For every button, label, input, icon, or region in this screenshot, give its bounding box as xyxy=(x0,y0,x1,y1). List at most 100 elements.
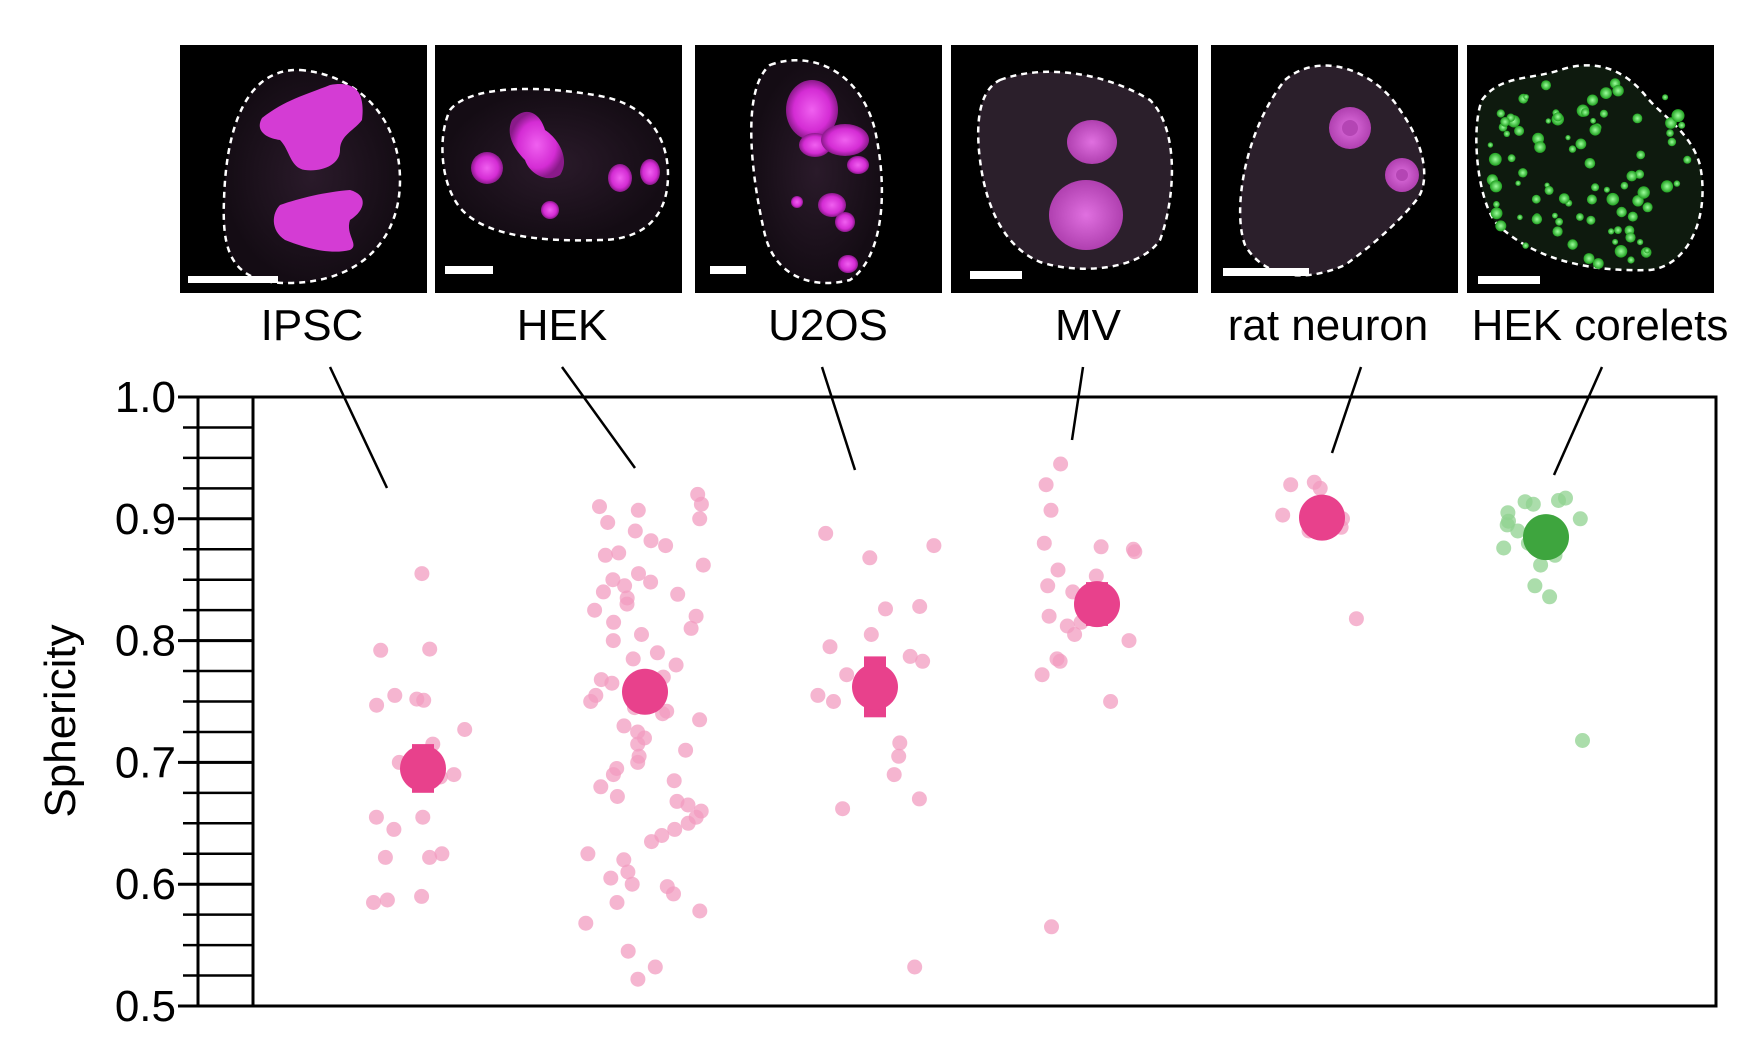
panel-ipsc xyxy=(180,45,427,293)
green-punctum xyxy=(1531,214,1543,225)
data-point xyxy=(631,566,646,582)
data-point xyxy=(1103,694,1119,709)
mean-marker-hek-corelets xyxy=(1523,514,1569,561)
data-point xyxy=(1036,535,1052,551)
data-point xyxy=(666,886,681,902)
data-point xyxy=(580,846,596,862)
category-labels: IPSC HEK U2OS MV rat neuron HEK corelets xyxy=(261,301,1729,350)
green-punctum xyxy=(1507,154,1516,163)
data-point xyxy=(1034,667,1050,683)
y-tick-label: 1.0 xyxy=(115,373,176,422)
green-punctum xyxy=(1503,130,1511,137)
green-punctum xyxy=(1616,206,1627,218)
green-punctum xyxy=(1634,169,1645,179)
data-point xyxy=(683,620,699,636)
green-punctum xyxy=(1627,211,1638,222)
y-tick-label: 0.9 xyxy=(115,495,176,544)
data-point xyxy=(366,895,381,910)
data-point xyxy=(1041,608,1057,624)
data-point xyxy=(907,959,923,975)
data-point xyxy=(624,876,640,892)
data-point xyxy=(379,892,395,908)
green-punctum xyxy=(1487,142,1494,148)
green-punctum xyxy=(1522,242,1529,249)
data-point xyxy=(1088,568,1104,584)
data-point xyxy=(1525,496,1541,512)
mean-marker-rat-neuron xyxy=(1299,494,1345,541)
category-label-mv: MV xyxy=(1055,301,1122,350)
green-punctum xyxy=(1514,125,1525,136)
green-punctum xyxy=(1493,201,1500,208)
green-punctum xyxy=(1644,247,1650,254)
green-punctum xyxy=(1683,155,1692,164)
green-punctum xyxy=(1671,109,1685,123)
green-punctum xyxy=(1599,109,1608,118)
green-punctum xyxy=(1592,258,1604,269)
leader-line-rat-neuron xyxy=(1330,366,1363,454)
green-punctum xyxy=(1555,217,1563,226)
data-point xyxy=(670,586,686,602)
data-point xyxy=(605,633,621,649)
data-point xyxy=(593,779,609,795)
green-punctum xyxy=(1489,180,1503,193)
data-point xyxy=(1496,540,1512,556)
data-point xyxy=(630,736,646,752)
data-point xyxy=(1121,633,1137,649)
data-point xyxy=(1040,578,1056,594)
green-punctum xyxy=(1567,239,1578,250)
green-punctum xyxy=(1589,124,1601,136)
data-point xyxy=(915,653,931,669)
panel-u2os xyxy=(695,45,942,293)
data-point xyxy=(414,888,430,904)
data-point xyxy=(1044,919,1059,935)
green-punctum xyxy=(1552,226,1563,237)
green-punctum xyxy=(1496,109,1505,118)
data-point xyxy=(600,515,616,530)
data-point xyxy=(678,742,694,758)
green-punctum xyxy=(1565,135,1571,141)
data-point xyxy=(643,574,659,590)
data-point xyxy=(368,809,384,825)
green-punctum xyxy=(1637,239,1644,246)
green-punctum xyxy=(1586,215,1596,225)
data-point xyxy=(422,641,438,657)
green-punctum xyxy=(1586,194,1597,205)
data-point xyxy=(386,821,402,837)
panel-mv xyxy=(951,45,1198,293)
green-punctum xyxy=(1636,150,1646,160)
green-punctum xyxy=(1586,94,1599,106)
data-point xyxy=(606,614,622,630)
green-punctum xyxy=(1660,180,1674,193)
mean-marker-u2os xyxy=(852,663,898,710)
data-point xyxy=(1093,539,1109,555)
green-punctum xyxy=(1575,138,1587,150)
category-label-hek: HEK xyxy=(517,301,607,350)
green-punctum xyxy=(1500,117,1510,127)
data-point xyxy=(1575,733,1590,748)
data-point xyxy=(373,642,389,658)
green-punctum xyxy=(1620,181,1629,190)
data-point xyxy=(414,566,430,582)
data-point xyxy=(592,499,607,515)
data-point xyxy=(583,694,599,709)
green-punctum xyxy=(1626,170,1638,182)
data-point xyxy=(1127,544,1143,560)
green-punctum xyxy=(1488,152,1502,166)
green-punctum xyxy=(1553,112,1563,122)
data-point xyxy=(630,971,646,987)
data-point xyxy=(644,834,659,850)
green-punctum xyxy=(1518,168,1528,178)
data-point xyxy=(693,496,709,512)
green-punctum xyxy=(1662,94,1669,101)
data-point xyxy=(387,687,403,703)
data-point xyxy=(839,667,855,683)
data-point xyxy=(415,809,431,825)
data-point xyxy=(1053,456,1069,472)
data-point xyxy=(587,602,603,618)
data-point xyxy=(668,657,684,673)
green-punctum xyxy=(1552,212,1558,219)
leader-line-ipsc xyxy=(328,366,389,489)
panel-rat-neuron xyxy=(1211,45,1458,293)
data-point xyxy=(692,903,708,919)
